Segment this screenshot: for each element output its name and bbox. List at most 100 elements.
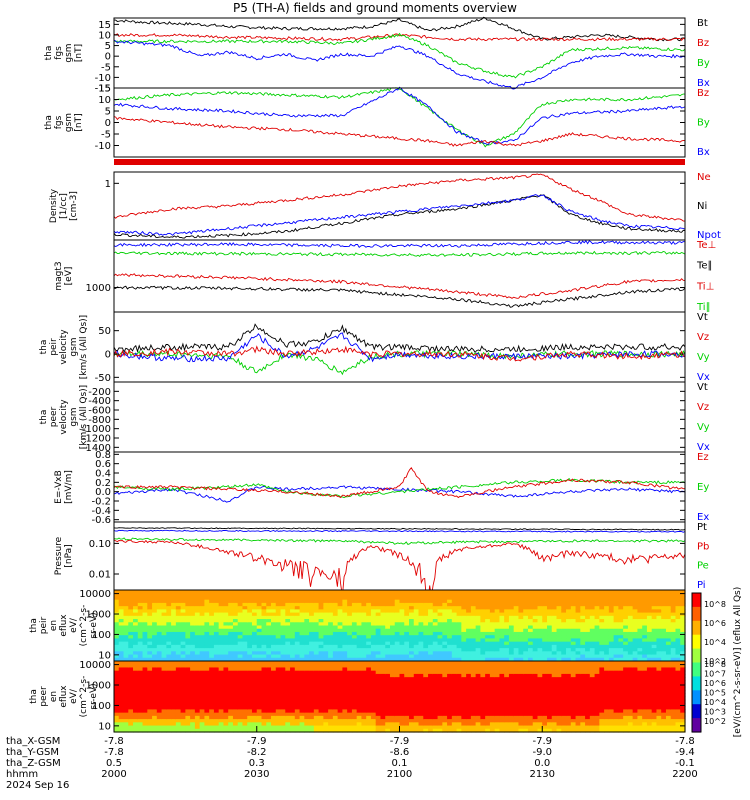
heatmap-cell xyxy=(156,696,163,701)
heatmap-cell xyxy=(532,670,539,675)
heatmap-cell xyxy=(123,648,129,652)
heatmap-cell xyxy=(432,622,439,627)
heatmap-cell xyxy=(642,596,648,601)
heatmap-cell xyxy=(299,648,305,652)
heatmap-cell xyxy=(504,628,510,633)
heatmap-cell xyxy=(213,599,220,604)
heatmap-cell xyxy=(194,702,201,707)
heatmap-cell xyxy=(337,651,343,656)
heatmap-cell xyxy=(247,625,253,630)
heatmap-cell xyxy=(475,622,481,627)
heatmap-cell xyxy=(237,648,244,652)
heatmap-cell xyxy=(661,648,667,652)
heatmap-cell xyxy=(456,693,462,698)
heatmap-cell xyxy=(475,690,481,694)
heatmap-cell xyxy=(508,599,515,604)
heatmap-cell xyxy=(551,648,558,652)
heatmap-cell xyxy=(504,635,510,640)
heatmap-cell xyxy=(385,709,391,714)
heatmap-cell xyxy=(570,625,577,630)
legend-Vy: Vy xyxy=(697,422,710,433)
heatmap-cell xyxy=(618,590,624,594)
heatmap-cell xyxy=(532,593,539,598)
heatmap-cell xyxy=(133,612,139,617)
heatmap-cell xyxy=(356,728,363,733)
heatmap-cell xyxy=(489,702,496,707)
heatmap-cell xyxy=(542,654,548,659)
heatmap-cell xyxy=(394,609,401,614)
heatmap-cell xyxy=(213,625,220,630)
heatmap-cell xyxy=(432,728,439,733)
heatmap-cell xyxy=(394,638,401,643)
heatmap-cell xyxy=(275,596,282,601)
heatmap-cell xyxy=(489,648,496,652)
heatmap-cell xyxy=(309,712,315,717)
heatmap-cell xyxy=(680,593,686,598)
heatmap-cell xyxy=(194,606,201,610)
heatmap-cell xyxy=(675,622,681,627)
heatmap-cell xyxy=(114,596,120,601)
heatmap-cell xyxy=(447,683,453,688)
heatmap-cell xyxy=(494,648,501,652)
heatmap-cell xyxy=(399,680,405,685)
heatmap-cell xyxy=(209,612,215,617)
heatmap-cell xyxy=(428,690,434,694)
heatmap-cell xyxy=(370,673,377,678)
heatmap-cell xyxy=(128,712,134,717)
heatmap-cell xyxy=(337,683,343,688)
heatmap-cell xyxy=(437,628,443,633)
heatmap-cell xyxy=(185,670,191,675)
heatmap-cell xyxy=(375,596,382,601)
heatmap-cell xyxy=(204,641,210,646)
heatmap-cell xyxy=(542,664,548,669)
heatmap-cell xyxy=(542,609,548,614)
heatmap-cell xyxy=(266,625,272,630)
heatmap-cell xyxy=(261,615,267,620)
heatmap-cell xyxy=(518,651,524,656)
heatmap-cell xyxy=(566,615,572,620)
heatmap-cell xyxy=(194,667,201,672)
heatmap-cell xyxy=(247,699,253,704)
heatmap-cell xyxy=(475,593,481,598)
heatmap-cell xyxy=(451,712,458,717)
heatmap-cell xyxy=(575,619,581,623)
heatmap-cell xyxy=(142,622,148,627)
heatmap-cell xyxy=(447,628,453,633)
heatmap-cell xyxy=(413,664,420,669)
heatmap-cell xyxy=(209,683,215,688)
heatmap-cell xyxy=(527,619,534,623)
heatmap-cell xyxy=(413,596,420,601)
heatmap-cell xyxy=(527,686,534,691)
heatmap-cell xyxy=(442,709,448,714)
heatmap-cell xyxy=(370,619,377,623)
heatmap-cell xyxy=(461,651,467,656)
heatmap-cell xyxy=(423,593,429,598)
heatmap-cell xyxy=(485,706,491,711)
heatmap-cell xyxy=(665,641,672,646)
heatmap-cell xyxy=(480,648,486,652)
heatmap-cell xyxy=(142,602,148,607)
heatmap-cell xyxy=(309,599,315,604)
heatmap-cell xyxy=(623,644,629,649)
heatmap-cell xyxy=(646,638,653,643)
heatmap-cell xyxy=(123,609,129,614)
heatmap-cell xyxy=(332,673,339,678)
heatmap-cell xyxy=(632,593,639,598)
heatmap-cell xyxy=(656,615,662,620)
heatmap-cell xyxy=(199,606,206,610)
heatmap-cell xyxy=(142,657,148,662)
heatmap-cell xyxy=(137,683,144,688)
heatmap-cell xyxy=(118,667,125,672)
heatmap-cell xyxy=(356,702,363,707)
heatmap-cell xyxy=(451,631,458,636)
heatmap-cell xyxy=(675,651,681,656)
heatmap-cell xyxy=(432,719,439,723)
heatmap-cell xyxy=(370,680,377,685)
heatmap-cell xyxy=(456,631,462,636)
heatmap-cell xyxy=(123,619,129,623)
heatmap-cell xyxy=(623,596,629,601)
heatmap-cell xyxy=(351,606,358,610)
heatmap-cell xyxy=(213,619,220,623)
series-line-Vt xyxy=(113,323,686,354)
heatmap-cell xyxy=(394,722,401,727)
